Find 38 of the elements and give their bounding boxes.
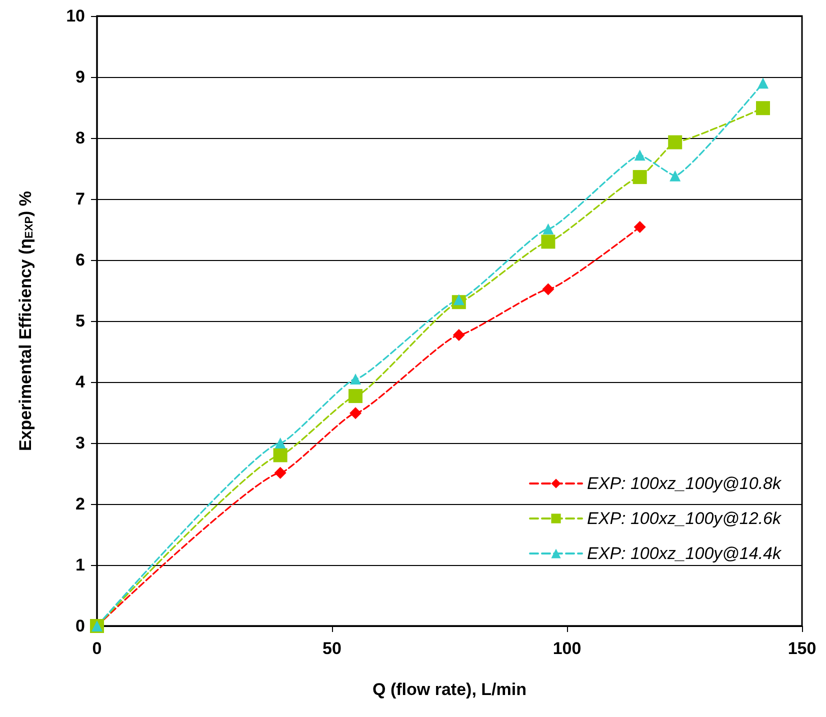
point: [350, 373, 361, 384]
point: [668, 135, 682, 150]
y-tick-label: 6: [76, 250, 85, 270]
point: [452, 329, 465, 342]
point: [542, 283, 554, 296]
x-tick-label: 100: [552, 639, 582, 658]
point: [350, 407, 362, 420]
y-tick-label: 10: [66, 6, 85, 26]
y-tick-label: 3: [76, 434, 85, 452]
x-tick-label: 50: [322, 639, 342, 658]
point: [756, 101, 770, 116]
y-axis-title: Experimental Efficiency (ηEXP) %: [16, 190, 36, 452]
point: [273, 448, 288, 462]
point: [757, 78, 768, 89]
y-tick-label: 4: [76, 372, 86, 392]
point: [348, 389, 362, 404]
x-axis-title: Q (flow rate), L/min: [372, 680, 526, 699]
point: [634, 221, 646, 234]
point: [542, 223, 554, 234]
point: [670, 170, 681, 182]
y-tick-label: 7: [76, 190, 85, 208]
point: [274, 438, 286, 448]
point: [274, 466, 286, 479]
x-tick-label: 150: [788, 639, 816, 658]
y-tick-label: 0: [76, 616, 85, 636]
point: [634, 150, 646, 161]
point: [632, 170, 647, 184]
legend-label: EXP: 100xz_100y@14.4k: [587, 544, 782, 563]
legend-label: EXP: 100xz_100y@12.6k: [587, 509, 782, 528]
point: [541, 234, 556, 249]
y-tick-label: 9: [76, 68, 85, 86]
y-tick-label: 2: [76, 494, 85, 514]
y-tick-label: 1: [76, 556, 85, 574]
point: [453, 294, 464, 306]
legend-label: EXP: 100xz_100y@10.8k: [587, 474, 782, 493]
x-tick-label: 0: [92, 639, 102, 658]
y-tick-label: 8: [76, 128, 85, 148]
y-tick-label: 5: [76, 312, 85, 330]
